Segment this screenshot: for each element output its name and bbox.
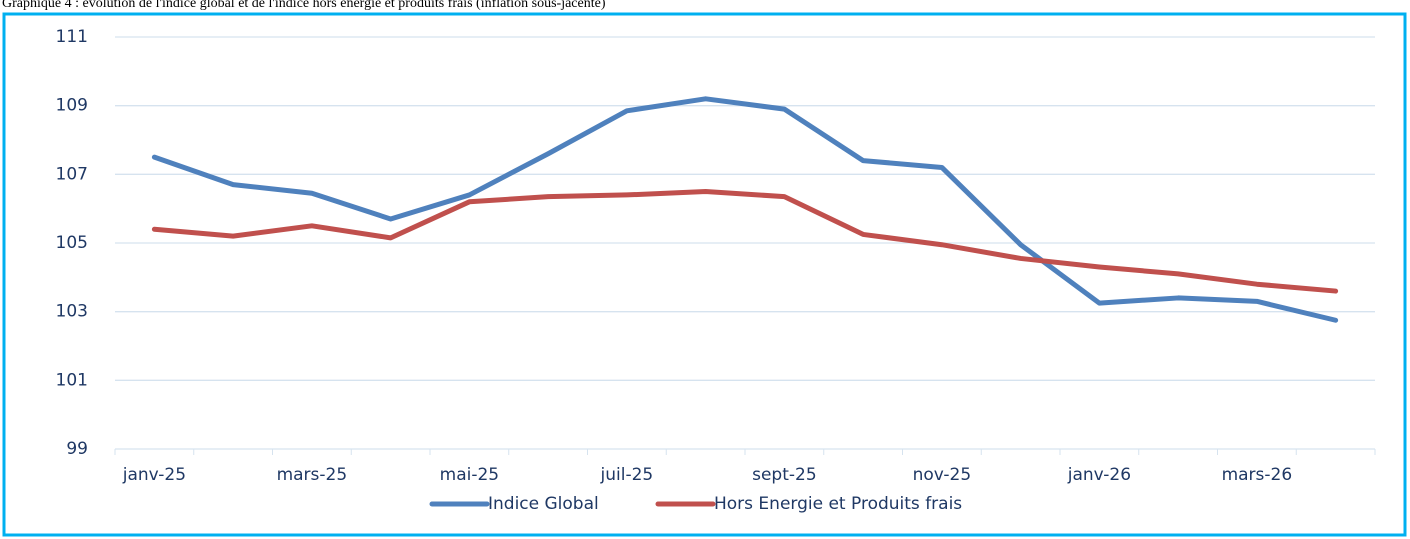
x-tick-label: mai-25: [440, 465, 499, 485]
x-tick-label: sept-25: [752, 465, 817, 485]
legend-label: Hors Energie et Produits frais: [714, 494, 962, 514]
y-tick-label: 105: [56, 233, 88, 253]
y-tick-label: 101: [56, 370, 88, 390]
x-tick-label: mars-25: [277, 465, 348, 485]
series-line: [151, 96, 1339, 323]
series-line: [151, 189, 1339, 294]
x-tick-label: janv-26: [1067, 465, 1131, 485]
x-tick-label: mars-26: [1222, 465, 1293, 485]
y-tick-label: 103: [56, 302, 88, 322]
x-tick-label: juil-25: [600, 465, 654, 485]
chart-title: Graphique 4 : évolution de l'indice glob…: [2, 0, 606, 11]
x-tick-label: janv-25: [122, 465, 186, 485]
x-tick-label: nov-25: [913, 465, 972, 485]
y-tick-label: 99: [66, 439, 88, 459]
y-tick-label: 111: [56, 27, 88, 47]
y-tick-label: 107: [56, 164, 88, 184]
y-tick-label: 109: [56, 96, 88, 116]
legend-label: Indice Global: [488, 494, 599, 514]
